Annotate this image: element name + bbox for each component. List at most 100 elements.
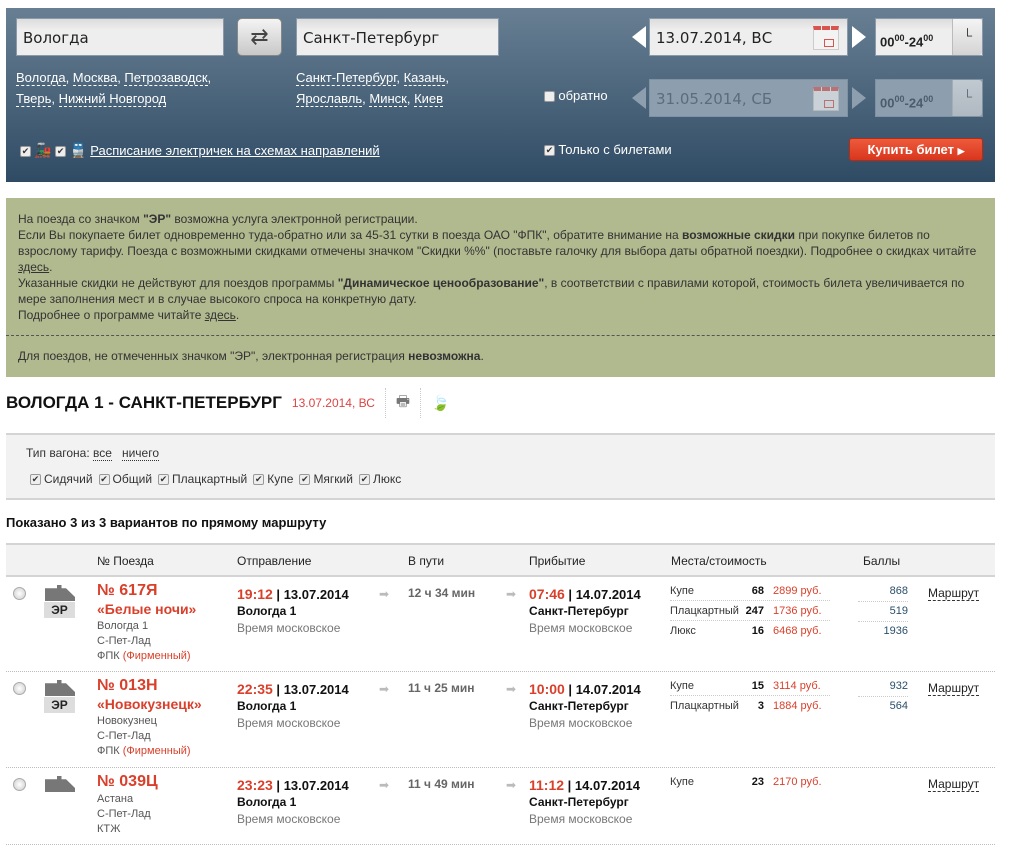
car-type-checkbox[interactable]: ✔ Общий <box>98 472 152 486</box>
table-row: ЭР № 617Я «Белые ночи» Вологда 1 С-Пет-Лад ФП… <box>6 577 995 672</box>
car-class: Плацкартный <box>670 605 739 617</box>
to-input[interactable]: Санкт-Петербург <box>296 18 499 56</box>
car-type-label: Люкс <box>372 472 402 486</box>
col-seats: Места/стоимость <box>671 554 767 568</box>
arr-time: 07:46 <box>529 586 565 602</box>
departure-time: 19:12 | 13.07.2014 <box>237 586 349 602</box>
suggestion[interactable]: Казань <box>403 70 446 86</box>
train-number[interactable]: № 039Ц <box>97 773 158 790</box>
train-number[interactable]: № 013Н <box>97 677 158 694</box>
car-class: Плацкартный <box>670 700 739 712</box>
leaf-icon[interactable]: 🍃 <box>431 395 450 412</box>
discounts-link[interactable]: здесь <box>18 260 50 274</box>
train-filters: ✔ 🚂 ✔ 🚆 Расписание электричек на схемах … <box>20 142 380 159</box>
date-input[interactable]: 13.07.2014, ВС <box>649 18 848 56</box>
route-link[interactable]: Маршрут <box>928 777 980 792</box>
train-name: «Новокузнецк» <box>97 696 202 712</box>
divider <box>384 388 386 418</box>
seat-price[interactable]: 1884 руб. <box>773 700 822 712</box>
car-type-label: Плацкартный <box>172 472 248 486</box>
select-all-link[interactable]: все <box>93 446 112 461</box>
seat-row: Купе 15 3114 руб. <box>670 676 830 696</box>
suggestion[interactable]: Минск <box>369 91 407 107</box>
checkbox[interactable]: ✔ <box>158 474 170 486</box>
route-link[interactable]: Маршрут <box>928 681 980 696</box>
clock-icon[interactable]: └ <box>952 19 982 55</box>
checkbox[interactable]: ✔ <box>98 474 110 486</box>
arr-time: 10:00 <box>529 681 565 697</box>
select-radio[interactable] <box>13 682 26 695</box>
car-type-checkbox[interactable]: ✔ Мягкий <box>299 472 353 486</box>
checkbox[interactable]: ✔ <box>299 474 311 486</box>
prev-date-arrow[interactable] <box>632 26 646 48</box>
seat-price[interactable]: 2170 руб. <box>773 776 822 788</box>
buy-ticket-button[interactable]: Купить билет ▶ <box>849 138 983 161</box>
car-type-checkbox[interactable]: ✔ Плацкартный <box>158 472 247 486</box>
train-info: Вологда 1 С-Пет-Лад ФПК (Фирменный) <box>97 619 191 664</box>
checkbox[interactable]: ✔ <box>358 474 370 486</box>
car-class: Купе <box>670 585 694 597</box>
seat-price[interactable]: 2899 руб. <box>773 585 822 597</box>
car-type-checkbox[interactable]: ✔ Купе <box>253 472 293 486</box>
suburban-checkbox[interactable]: ✔ <box>55 146 67 158</box>
return-label: обратно <box>558 88 608 103</box>
calendar-icon[interactable] <box>813 26 839 50</box>
col-duration: В пути <box>408 554 445 568</box>
swap-button[interactable]: ⇄ <box>237 18 282 56</box>
col-departure: Отправление <box>237 554 312 568</box>
checkbox[interactable]: ✔ <box>253 474 265 486</box>
route-link[interactable]: Маршрут <box>928 586 980 601</box>
points: 868 <box>858 581 908 602</box>
schedule-link[interactable]: Расписание электричек на схемах направле… <box>90 143 380 158</box>
select-radio[interactable] <box>13 778 26 791</box>
seat-row: Плацкартный 3 1884 руб. <box>670 696 830 716</box>
return-time-range[interactable]: 0000-2400 └ <box>875 79 983 117</box>
only-tickets-checkbox[interactable]: ✔ Только с билетами <box>544 142 672 157</box>
next-date-arrow[interactable] <box>852 26 866 48</box>
suggestion[interactable]: Нижний Новгород <box>58 91 167 107</box>
suggestion[interactable]: Вологда <box>16 70 66 86</box>
suggestion[interactable]: Москва <box>72 70 118 86</box>
suggestion[interactable]: Петрозаводск <box>124 70 208 86</box>
return-checkbox[interactable]: обратно <box>544 88 608 103</box>
next-return-date-arrow[interactable] <box>852 87 866 109</box>
seat-count: 3 <box>757 700 764 712</box>
car-type-label: Мягкий <box>313 472 353 486</box>
suggestion[interactable]: Киев <box>414 91 444 107</box>
er-badge: ЭР <box>44 602 75 618</box>
carrier-name: ФПК <box>97 650 120 662</box>
points: 519 <box>858 601 908 622</box>
swap-arrows-icon: ⇄ <box>250 24 269 49</box>
car-type-checkbox[interactable]: ✔ Сидячий <box>30 472 93 486</box>
car-type-label: Купе <box>267 472 294 486</box>
date-value: 13.07.2014, ВС <box>656 29 773 47</box>
train-destination: С-Пет-Лад <box>97 730 151 742</box>
program-link[interactable]: здесь <box>204 308 236 322</box>
seat-price[interactable]: 1736 руб. <box>773 605 822 617</box>
divider <box>420 388 422 418</box>
print-icon[interactable]: 🖶 <box>395 392 411 410</box>
return-date-input[interactable]: 31.05.2014, СБ <box>649 79 848 117</box>
prev-return-date-arrow[interactable] <box>632 87 646 109</box>
arrival-time: 10:00 | 14.07.2014 <box>529 681 641 697</box>
select-radio[interactable] <box>13 587 26 600</box>
car-class: Люкс <box>670 625 696 637</box>
arrow-right-icon: ➡ <box>506 587 517 601</box>
select-none-link[interactable]: ничего <box>121 446 160 461</box>
suggestion[interactable]: Ярославль <box>296 91 363 107</box>
clock-icon[interactable]: └ <box>952 80 982 116</box>
from-input[interactable]: Вологда <box>16 18 224 56</box>
suggestion[interactable]: Санкт-Петербург <box>296 70 397 86</box>
car-type-checkbox[interactable]: ✔ Люкс <box>358 472 402 486</box>
calendar-icon[interactable] <box>813 87 839 111</box>
seat-price[interactable]: 6468 руб. <box>773 625 822 637</box>
train-number[interactable]: № 617Я <box>97 582 158 599</box>
time-range[interactable]: 0000-2400 └ <box>875 18 983 56</box>
long-distance-checkbox[interactable]: ✔ <box>20 146 31 158</box>
checkbox[interactable]: ✔ <box>30 474 41 486</box>
suggestion[interactable]: Тверь <box>16 91 52 107</box>
carrier-name: ФПК <box>97 745 120 757</box>
arrow-right-icon: ➡ <box>379 778 390 792</box>
car-type-filter: Тип вагона: все ничего ✔ Сидячий ✔ Общий ✔ Пл… <box>6 433 995 500</box>
seat-price[interactable]: 3114 руб. <box>773 680 821 692</box>
